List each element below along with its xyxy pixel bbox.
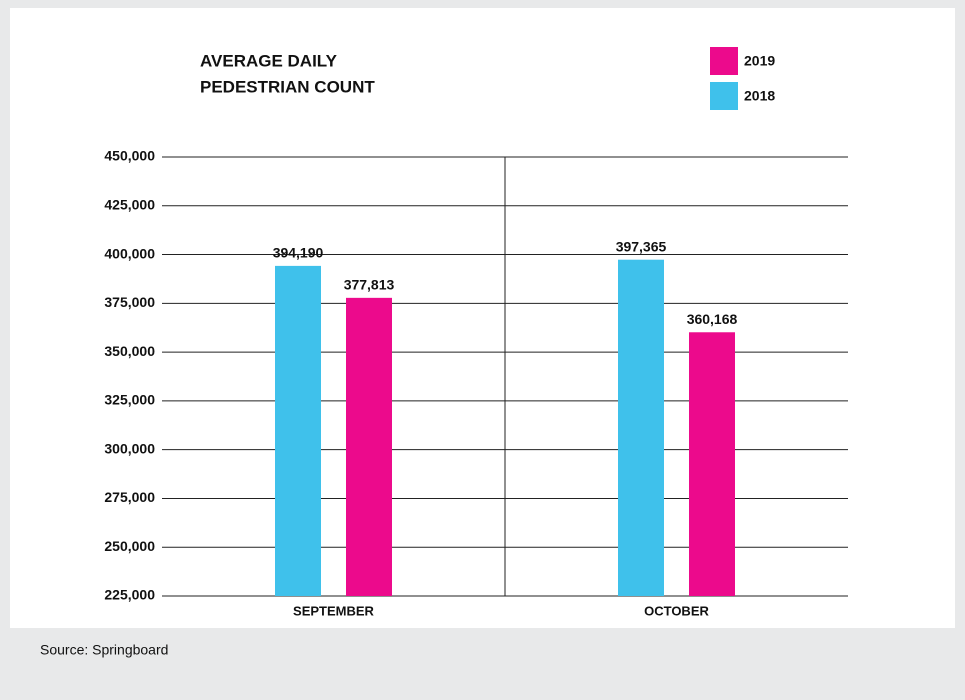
y-tick-label: 225,000 [104, 587, 155, 603]
value-label: 377,813 [344, 277, 395, 293]
source: Source: Springboard [40, 642, 168, 658]
y-tick-label: 300,000 [104, 440, 155, 456]
value-label: 397,365 [616, 238, 667, 254]
x-tick-label: OCTOBER [644, 603, 709, 618]
y-tick-label: 400,000 [104, 245, 155, 261]
bar [346, 297, 392, 596]
bar [689, 332, 735, 596]
y-tick-label: 425,000 [104, 196, 155, 212]
legend-label: 2018 [744, 88, 775, 104]
legend-label: 2019 [744, 53, 775, 69]
legend-swatch [710, 47, 738, 75]
y-tick-label: 375,000 [104, 294, 155, 310]
legend-swatch [710, 82, 738, 110]
bar [275, 265, 321, 596]
chart-title: AVERAGE DAILY [200, 51, 338, 70]
value-label: 360,168 [687, 311, 738, 327]
y-tick-label: 325,000 [104, 392, 155, 408]
y-tick-label: 275,000 [104, 489, 155, 505]
y-tick-label: 350,000 [104, 343, 155, 359]
panel [10, 8, 955, 628]
bar [618, 259, 664, 596]
y-tick-label: 450,000 [104, 148, 155, 164]
value-label: 394,190 [273, 245, 324, 261]
y-tick-label: 250,000 [104, 538, 155, 554]
x-tick-label: SEPTEMBER [293, 603, 375, 618]
chart-title: PEDESTRIAN COUNT [200, 77, 375, 96]
